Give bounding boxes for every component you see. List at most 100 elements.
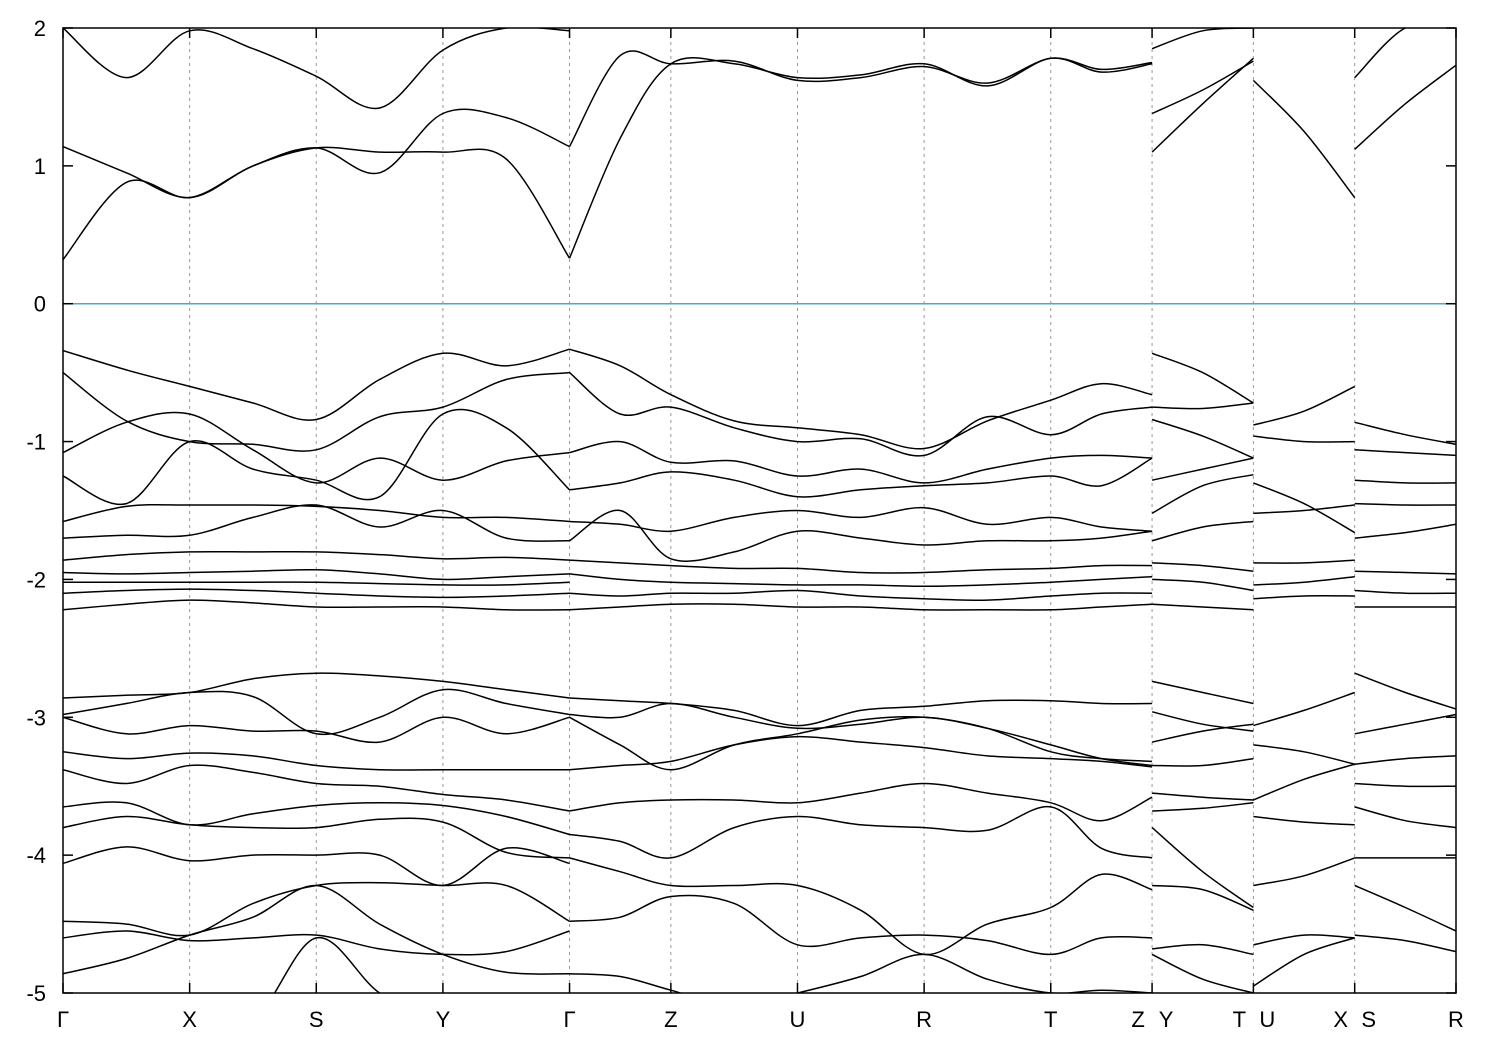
band-line: [569, 457, 1153, 498]
band-line: [1151, 60, 1254, 115]
band-line: [1152, 757, 1254, 767]
band-line: [1151, 711, 1254, 732]
band-line: [63, 503, 570, 523]
kpoint-gridlines: [189, 28, 1356, 993]
band-line: [63, 716, 570, 744]
band-line: [63, 108, 570, 199]
band-line: [63, 28, 570, 110]
band-line: [569, 372, 1153, 457]
band-line: [1252, 79, 1356, 199]
band-line: [1354, 502, 1456, 506]
band-line: [1354, 672, 1456, 710]
band-line: [569, 509, 1153, 562]
x-tick-label: X: [182, 1007, 197, 1032]
band-line: [63, 411, 570, 484]
plot-frame: [62, 27, 1457, 994]
band-line: [568, 50, 1153, 147]
band-line: [1151, 953, 1254, 993]
band-line: [1253, 575, 1355, 586]
y-tick-label: 0: [34, 292, 46, 317]
band-line: [568, 57, 1153, 259]
band-line: [1253, 504, 1355, 515]
band-line: [1152, 603, 1254, 611]
band-line: [569, 573, 1153, 588]
band-line: [569, 348, 1153, 450]
band-line: [63, 408, 571, 506]
band-line: [1152, 792, 1254, 801]
band-line: [1253, 763, 1355, 801]
band-line: [1253, 857, 1355, 887]
band-line: [63, 568, 570, 581]
band-line: [63, 588, 570, 599]
y-tick-label: -1: [26, 430, 46, 455]
band-line: [569, 857, 1153, 956]
band-line: [1151, 827, 1254, 909]
band-line: [63, 550, 570, 561]
band-line: [1253, 595, 1355, 600]
band-line: [63, 801, 570, 836]
band-line: [1354, 64, 1456, 150]
band-line: [1253, 815, 1355, 826]
band-line: [1354, 755, 1456, 765]
x-tick-label: Z: [664, 1007, 677, 1032]
band-line: [1152, 884, 1254, 911]
band-line: [63, 371, 570, 452]
y-tick-label: 1: [34, 154, 46, 179]
x-tick-label: X: [1333, 1007, 1348, 1032]
band-line: [1151, 473, 1254, 514]
y-axis-ticks: 2 1 0 -1 -2 -3 -4 -5: [26, 16, 1456, 1006]
band-line: [569, 440, 1153, 484]
band-line: [1354, 589, 1456, 595]
band-line: [273, 937, 382, 993]
x-tick-label: R: [916, 1007, 932, 1032]
band-line: [63, 846, 570, 887]
band-line: [569, 589, 1153, 601]
band-line: [1253, 435, 1355, 443]
band-line: [1253, 744, 1355, 765]
x-tick-label: U: [1259, 1007, 1275, 1032]
band-line: [1151, 520, 1254, 542]
y-tick-label: -5: [26, 981, 46, 1006]
band-line: [1253, 691, 1355, 727]
band-line: [1354, 449, 1456, 457]
y-tick-label: -2: [26, 567, 46, 592]
band-line: [63, 504, 570, 542]
band-line: [1152, 562, 1254, 572]
x-tick-label: U: [790, 1007, 806, 1032]
band-line: [1252, 937, 1355, 987]
band-line: [1354, 479, 1456, 484]
x-tick-label: R: [1448, 1007, 1464, 1032]
band-line: [63, 581, 570, 586]
band-line: [569, 806, 1153, 859]
band-line: [1253, 934, 1355, 946]
band-line: [1253, 385, 1356, 426]
band-line: [63, 764, 570, 812]
x-tick-label: Y: [1159, 1007, 1174, 1032]
x-tick-label: T: [1044, 1007, 1057, 1032]
band-line: [1152, 578, 1254, 592]
band-line: [1151, 28, 1254, 50]
band-line: [569, 894, 1153, 956]
band-line: [1151, 57, 1254, 153]
band-line: [1151, 723, 1254, 743]
band-line: [63, 688, 570, 736]
band-line: [1151, 352, 1254, 404]
band-line: [1354, 523, 1456, 539]
x-tick-label: T: [1233, 1007, 1246, 1032]
plot-border: [62, 27, 1457, 994]
x-tick-label: S: [309, 1007, 324, 1032]
band-line: [1354, 782, 1456, 788]
band-line: [1253, 482, 1356, 534]
band-lines: [63, 28, 1456, 993]
band-line: [569, 603, 1153, 611]
band-line: [569, 782, 1153, 822]
band-line: [63, 815, 570, 859]
band-line: [63, 599, 570, 611]
band-line: [1354, 28, 1456, 79]
band-line: [569, 702, 1153, 767]
band-line: [1151, 418, 1254, 459]
band-line: [63, 884, 570, 975]
band-line: [63, 930, 570, 956]
